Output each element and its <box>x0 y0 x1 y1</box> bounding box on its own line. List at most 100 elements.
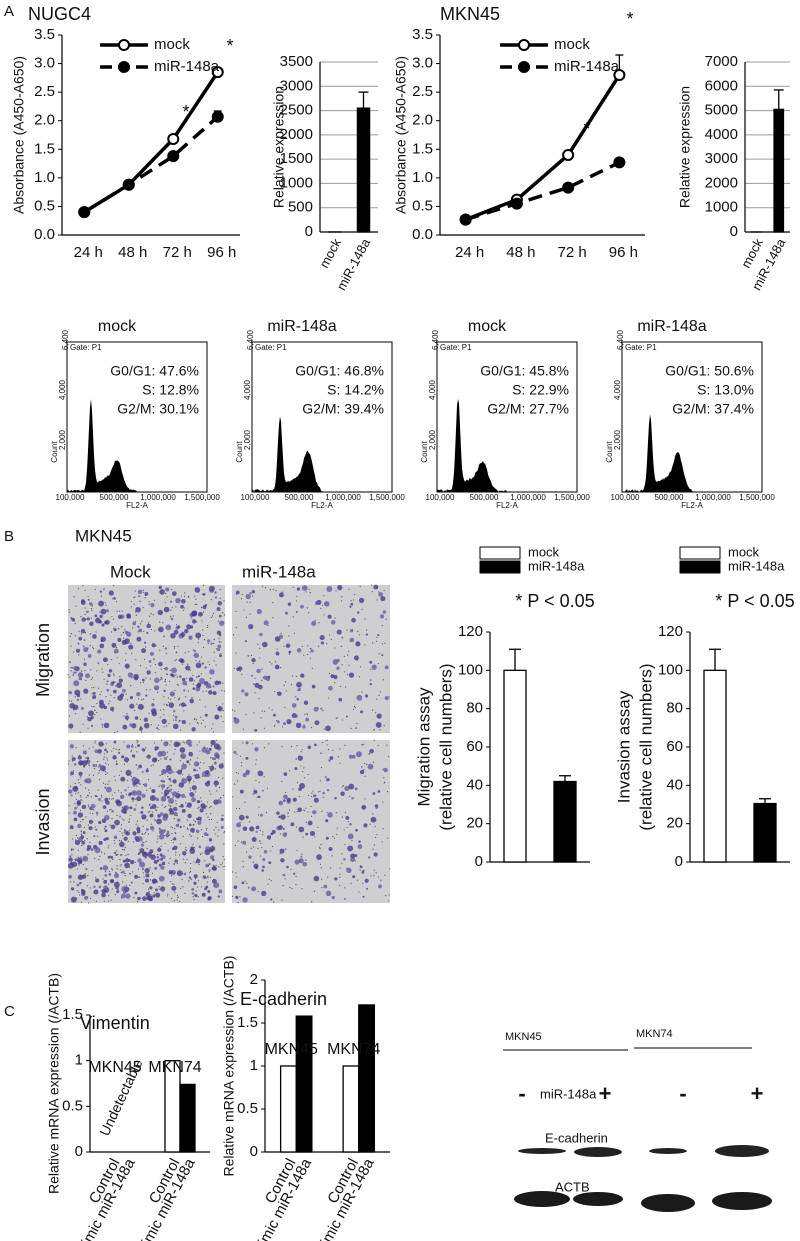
pore <box>362 743 365 745</box>
cell <box>172 847 175 851</box>
pore <box>232 796 234 798</box>
cell <box>80 835 85 839</box>
cell <box>93 885 96 889</box>
pore <box>112 680 115 683</box>
cell <box>175 597 181 604</box>
pore <box>205 690 207 692</box>
cell <box>73 817 78 822</box>
cell <box>369 748 374 754</box>
cell <box>166 830 170 834</box>
cell <box>173 806 178 812</box>
pore <box>206 827 208 829</box>
blot-band <box>641 1194 695 1212</box>
cell <box>208 747 212 751</box>
pore <box>195 862 197 864</box>
pore <box>110 899 112 901</box>
pore <box>113 585 115 587</box>
cell <box>188 743 192 748</box>
y-tick-label: 0.5 <box>34 197 55 214</box>
pore <box>376 834 378 836</box>
pore <box>250 654 253 657</box>
pore <box>201 593 204 596</box>
pore <box>156 854 159 856</box>
cell <box>212 685 215 688</box>
pore <box>134 861 136 863</box>
cell <box>277 691 282 697</box>
pore <box>135 804 137 806</box>
cell <box>168 797 175 804</box>
pore <box>344 671 346 673</box>
pore <box>116 610 118 612</box>
pore <box>150 724 153 726</box>
pore <box>308 612 310 614</box>
pore <box>130 600 132 602</box>
pore <box>108 803 110 805</box>
pore <box>73 596 75 598</box>
cell <box>81 617 86 622</box>
pore <box>121 854 123 856</box>
cell <box>160 779 163 783</box>
pore <box>235 652 237 654</box>
legend-swatch <box>679 546 721 560</box>
pore <box>193 680 195 682</box>
point <box>78 206 91 219</box>
pore <box>80 820 82 823</box>
annotation: * <box>182 102 189 122</box>
cell <box>124 789 127 792</box>
pore <box>93 892 95 894</box>
cell <box>184 848 187 851</box>
pore <box>142 825 144 827</box>
cell <box>86 760 89 762</box>
pore <box>147 811 149 813</box>
x-tick-label: 96 h <box>207 244 236 261</box>
flow-stat: S: 14.2% <box>327 382 384 398</box>
pore <box>371 591 373 593</box>
cell <box>141 770 144 773</box>
pore <box>141 699 143 701</box>
y-tick-label: 60 <box>666 738 683 755</box>
cell <box>198 611 203 617</box>
pore <box>223 843 225 845</box>
pore <box>201 852 203 854</box>
cell <box>190 827 195 833</box>
pore <box>139 718 142 720</box>
pore <box>136 832 139 834</box>
pore <box>150 815 152 817</box>
cell <box>213 780 219 786</box>
pore <box>193 847 195 849</box>
pore <box>351 839 353 842</box>
cell <box>80 706 84 710</box>
cell <box>313 875 320 882</box>
cell <box>377 790 381 793</box>
cell <box>376 713 382 719</box>
cell <box>236 822 242 828</box>
pore <box>91 870 93 872</box>
pore <box>251 743 254 745</box>
flow-title: mock <box>98 318 137 335</box>
pore <box>90 607 93 610</box>
pore <box>186 849 188 852</box>
pore <box>221 862 224 864</box>
cell <box>165 587 170 592</box>
cell <box>137 836 143 842</box>
pore <box>160 679 162 681</box>
cell <box>123 836 128 841</box>
cell <box>293 714 298 718</box>
cell <box>373 728 376 731</box>
pore <box>218 638 220 640</box>
pore <box>303 724 305 726</box>
pore <box>218 866 220 868</box>
pore <box>207 816 209 818</box>
pore <box>307 773 309 776</box>
cell <box>307 820 313 826</box>
cell <box>83 662 87 666</box>
pore <box>185 684 187 686</box>
legend-label: miR-148a <box>728 558 785 573</box>
pore <box>271 845 274 848</box>
chart-title: Vimentin <box>80 1013 150 1033</box>
pore <box>126 719 128 721</box>
pore <box>384 642 386 644</box>
cell <box>134 874 139 879</box>
pore <box>164 592 167 595</box>
